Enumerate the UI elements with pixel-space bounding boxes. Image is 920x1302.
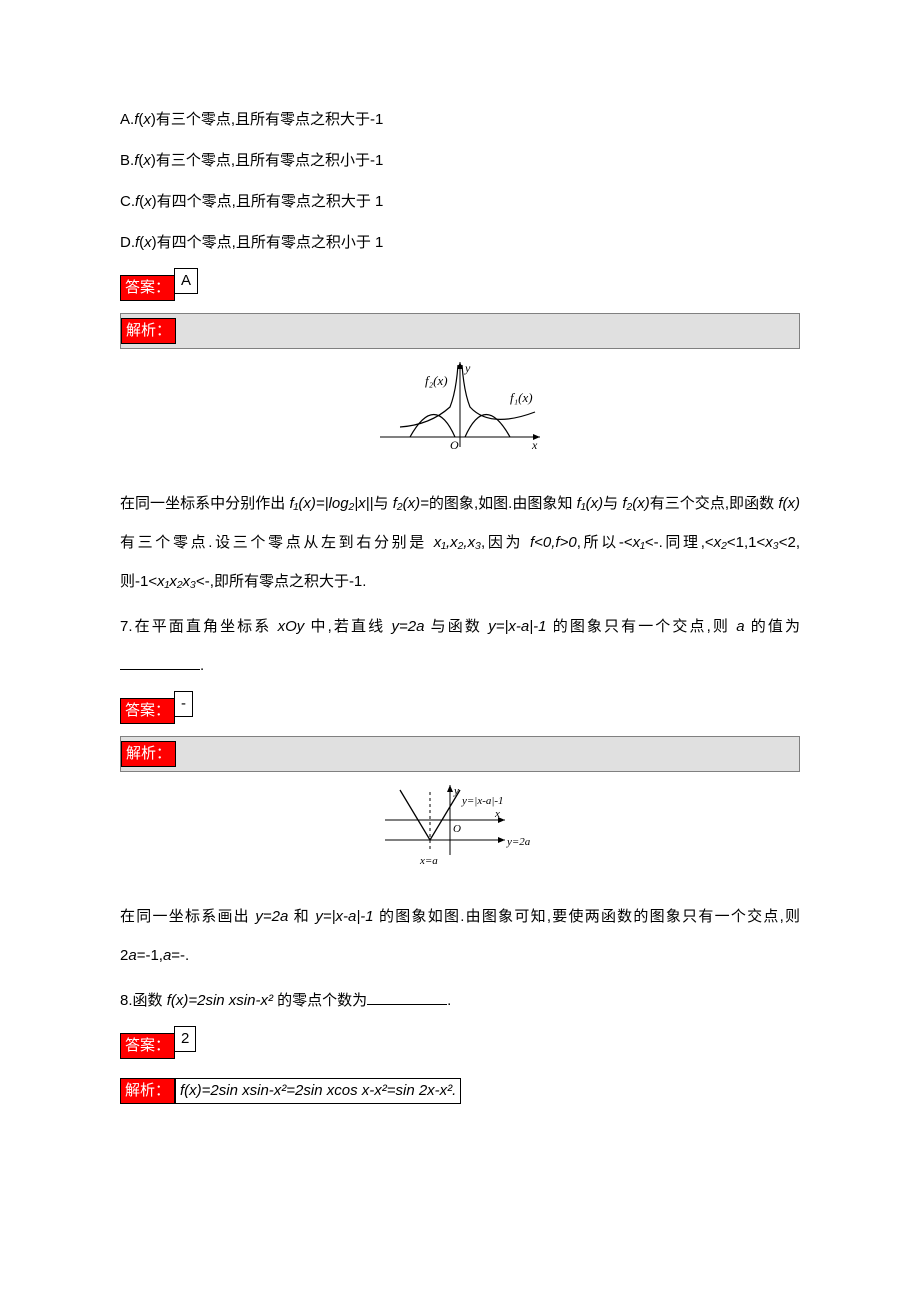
- q7-stem: 7.在平面直角坐标系 xOy 中,若直线 y=2a 与函数 y=|x-a|-1 …: [120, 607, 800, 685]
- q6-f1-label: f₁(x): [510, 390, 533, 405]
- option-c-fn: f: [135, 193, 139, 210]
- option-b-fn: f: [134, 152, 138, 169]
- t: f(x)=2sin xsin-x²=2sin xcos x-x²=sin 2x-…: [180, 1082, 456, 1099]
- t: x₁,x₂,x₃: [434, 534, 481, 551]
- t: 的零点个数为: [273, 992, 367, 1009]
- option-d-arg: x: [144, 234, 152, 251]
- t: f₁(x): [577, 495, 603, 512]
- q6-analysis-bar: 解析：: [120, 313, 800, 349]
- t: f₂(x): [622, 495, 649, 512]
- answer-label: 答案：: [120, 1033, 175, 1059]
- t: f₁(x)=|log₂|x||: [289, 495, 373, 512]
- t: f(x): [778, 495, 800, 512]
- t: 的值为: [745, 618, 800, 635]
- option-b: B.f(x)有三个零点,且所有零点之积小于-1: [120, 141, 800, 180]
- t: 与: [373, 495, 392, 512]
- option-b-arg: x: [143, 152, 151, 169]
- t: y=|x-a|-1: [488, 618, 546, 635]
- option-a-arg: x: [143, 111, 151, 128]
- t: 7.在平面直角坐标系: [120, 618, 278, 635]
- answer-label: 答案：: [120, 275, 175, 301]
- q6-answer-value: A: [174, 268, 198, 294]
- q8-stem: 8.函数 f(x)=2sin xsin-x² 的零点个数为.: [120, 981, 800, 1020]
- q7-line-label: y=2a: [506, 836, 531, 848]
- q8-answer-row: 答案：2: [120, 1026, 800, 1065]
- t: 的图象,如图.由图象知: [429, 495, 577, 512]
- t: ,因为: [481, 534, 530, 551]
- t: x₃: [765, 534, 778, 551]
- t: <-.同理,<: [645, 534, 714, 551]
- t: xOy: [278, 618, 305, 635]
- option-c-prefix: C.: [120, 193, 135, 210]
- q8-analysis-text: f(x)=2sin xsin-x²=2sin xcos x-x²=sin 2x-…: [175, 1078, 461, 1104]
- t: y=2a: [391, 618, 424, 635]
- t: 有三个零点.设三个零点从左到右分别是: [120, 534, 434, 551]
- t: x₁: [633, 534, 645, 551]
- q7-curve-label: y=|x-a|-1: [461, 795, 504, 807]
- q7-answer-row: 答案：-: [120, 691, 800, 730]
- t: f₂(x)=: [393, 495, 429, 512]
- t: y=|x-a|-1: [315, 908, 373, 925]
- q6-o-label: O: [450, 438, 459, 452]
- t: a: [128, 947, 136, 964]
- t: f<0,f>0: [530, 534, 577, 551]
- option-b-prefix: B.: [120, 152, 134, 169]
- t: <-,即所有零点之积大于-1.: [196, 573, 366, 590]
- t: <1,1<: [727, 534, 765, 551]
- t: 的图象只有一个交点,则: [546, 618, 736, 635]
- t: y=2a: [255, 908, 288, 925]
- t: x₁x₂x₃: [157, 573, 196, 590]
- t: =-1,: [137, 947, 163, 964]
- q6-x-label: x: [531, 438, 538, 452]
- q7-analysis-bar: 解析：: [120, 736, 800, 772]
- option-c-text: 有四个零点,且所有零点之积大于 1: [157, 193, 384, 210]
- option-d-text: 有四个零点,且所有零点之积小于 1: [157, 234, 384, 251]
- q7-answer-value: -: [174, 691, 193, 717]
- q6-answer-row: 答案：A: [120, 268, 800, 307]
- t: 和: [288, 908, 315, 925]
- q6-figure: y x O f₂(x) f₁(x): [120, 357, 800, 472]
- q6-analysis-text: 在同一坐标系中分别作出 f₁(x)=|log₂|x||与 f₂(x)=的图象,如…: [120, 484, 800, 601]
- answer-label: 答案：: [120, 698, 175, 724]
- t: x₂: [714, 534, 727, 551]
- t: 与: [603, 495, 622, 512]
- t: ,所以-<: [577, 534, 633, 551]
- q7-figure: y y=|x-a|-1 x O y=2a x=a: [120, 780, 800, 885]
- option-a: A.f(x)有三个零点,且所有零点之积大于-1: [120, 100, 800, 139]
- q7-y-label: y: [453, 785, 459, 797]
- q8-analysis-row: 解析： f(x)=2sin xsin-x²=2sin xcos x-x²=sin …: [120, 1071, 800, 1110]
- q7-o-label: O: [453, 823, 461, 835]
- q8-answer-value: 2: [174, 1026, 196, 1052]
- t: a: [736, 618, 744, 635]
- t: 在同一坐标系画出: [120, 908, 255, 925]
- option-c: C.f(x)有四个零点,且所有零点之积大于 1: [120, 182, 800, 221]
- option-b-text: 有三个零点,且所有零点之积小于-1: [156, 152, 384, 169]
- analysis-label: 解析：: [121, 741, 176, 767]
- option-c-arg: x: [144, 193, 152, 210]
- q7-xa-label: x=a: [419, 855, 438, 867]
- t: =-.: [171, 947, 189, 964]
- t: f(x)=2sin xsin-x²: [167, 992, 273, 1009]
- option-a-fn: f: [134, 111, 138, 128]
- t: 中,若直线: [304, 618, 391, 635]
- t: 与函数: [424, 618, 488, 635]
- option-d-prefix: D.: [120, 234, 135, 251]
- q7-analysis-text: 在同一坐标系画出 y=2a 和 y=|x-a|-1 的图象如图.由图象可知,要使…: [120, 897, 800, 975]
- option-a-text: 有三个零点,且所有零点之积大于-1: [156, 111, 384, 128]
- analysis-label: 解析：: [120, 1078, 175, 1104]
- t: 有三个交点,即函数: [650, 495, 779, 512]
- analysis-label: 解析：: [121, 318, 176, 344]
- q6-y-label: y: [464, 361, 471, 375]
- q7-x-label: x: [494, 808, 500, 820]
- q6-f2-label: f₂(x): [425, 373, 448, 388]
- t: .: [200, 657, 204, 674]
- option-a-prefix: A.: [120, 111, 134, 128]
- option-d-fn: f: [135, 234, 139, 251]
- q8-blank: [367, 990, 447, 1005]
- t: .: [447, 992, 451, 1009]
- t: 8.函数: [120, 992, 167, 1009]
- option-d: D.f(x)有四个零点,且所有零点之积小于 1: [120, 223, 800, 262]
- t: 在同一坐标系中分别作出: [120, 495, 289, 512]
- q7-blank: [120, 655, 200, 670]
